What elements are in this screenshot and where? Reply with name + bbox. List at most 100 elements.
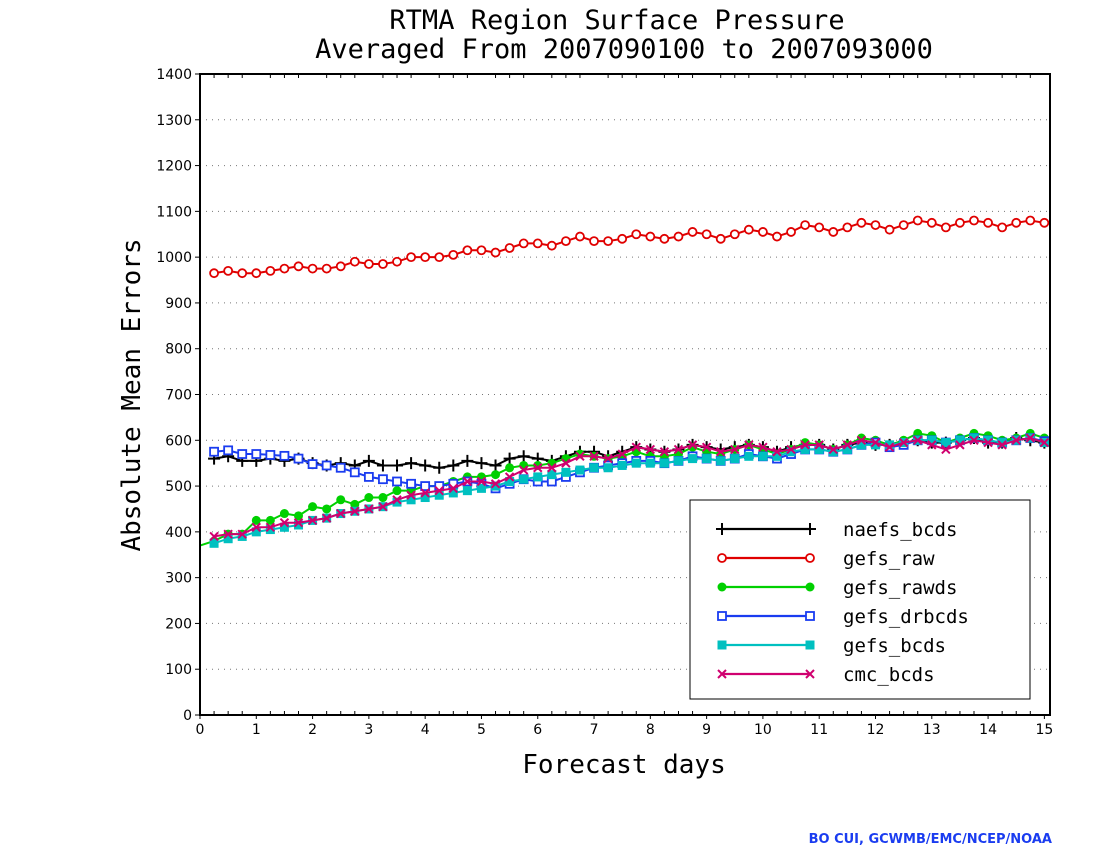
data-point-cmc_bcds <box>561 458 571 468</box>
data-point-cmc_bcds <box>673 444 684 455</box>
data-point-naefs_bcds <box>362 454 375 467</box>
data-point-gefs_raw <box>997 222 1008 233</box>
data-point-gefs_raw <box>884 224 895 235</box>
data-point-gefs_drbcds <box>406 478 416 489</box>
x-tick-label: 8 <box>646 722 655 738</box>
data-point-gefs_raw <box>631 229 642 240</box>
x-tick-label: 0 <box>196 722 205 738</box>
x-tick-label: 12 <box>867 722 885 738</box>
data-point-naefs_bcds <box>447 459 460 472</box>
legend-label: gefs_drbcds <box>843 606 969 628</box>
data-point-gefs_raw <box>490 247 501 258</box>
data-point-gefs_bcds <box>589 463 599 473</box>
data-point-gefs_bcds <box>279 522 289 532</box>
data-point-gefs_bcds <box>688 454 698 464</box>
data-point-gefs_raw <box>1025 215 1036 226</box>
data-point-naefs_bcds <box>461 454 474 467</box>
data-point-gefs_drbcds <box>420 481 431 491</box>
data-point-gefs_raw <box>378 259 388 269</box>
y-tick-label: 400 <box>165 525 192 541</box>
data-point-gefs_raw <box>392 256 402 267</box>
data-point-gefs_raw <box>758 227 768 237</box>
data-point-cmc_bcds <box>434 485 444 496</box>
data-point-cmc_bcds <box>617 449 627 459</box>
data-point-gefs_bcds <box>659 458 669 468</box>
data-point-cmc_bcds <box>941 444 951 455</box>
data-point-cmc_bcds <box>800 440 810 450</box>
data-point-gefs_drbcds <box>392 476 402 487</box>
data-point-gefs_bcds <box>856 440 866 450</box>
data-point-cmc_bcds <box>631 442 641 452</box>
data-point-gefs_raw <box>434 252 445 263</box>
data-point-gefs_drbcds <box>363 472 374 482</box>
data-point-cmc_bcds <box>448 483 459 494</box>
data-point-gefs_bcds <box>842 444 852 454</box>
data-point-cmc_bcds <box>209 531 219 542</box>
data-point-gefs_raw <box>729 229 740 240</box>
series-gefs_raw <box>209 215 1050 279</box>
data-point-gefs_bcds <box>702 454 712 464</box>
data-point-cmc_bcds <box>814 440 824 450</box>
data-point-gefs_raw <box>955 217 965 228</box>
data-point-cmc_bcds <box>336 508 346 519</box>
data-point-gefs_bcds <box>969 433 979 443</box>
data-point-gefs_bcds <box>491 481 501 491</box>
data-point-gefs_bcds <box>800 444 810 454</box>
x-tick-label: 15 <box>1035 722 1053 738</box>
data-point-gefs_raw <box>617 233 628 244</box>
x-tick-label: 9 <box>702 722 711 738</box>
data-point-gefs_bcds <box>927 435 937 445</box>
data-point-gefs_drbcds <box>279 450 290 461</box>
data-point-naefs_bcds <box>475 457 488 470</box>
data-point-gefs_bcds <box>434 490 444 500</box>
data-point-gefs_rawds <box>265 515 275 525</box>
data-point-gefs_raw <box>814 222 825 233</box>
data-point-gefs_raw <box>420 252 431 263</box>
data-point-cmc_bcds <box>730 444 740 455</box>
data-point-gefs_raw <box>1011 217 1022 228</box>
data-point-cmc_bcds <box>321 513 332 523</box>
data-point-cmc_bcds <box>997 440 1007 450</box>
data-point-cmc_bcds <box>237 529 247 539</box>
data-point-cmc_bcds <box>223 529 233 539</box>
data-point-gefs_raw <box>1039 217 1050 228</box>
data-point-gefs_rawds <box>251 515 261 525</box>
data-point-gefs_bcds <box>420 493 430 503</box>
legend-item-gefs_bcds: gefs_bcds <box>717 635 946 657</box>
data-point-gefs_raw <box>743 224 754 235</box>
data-point-gefs_raw <box>560 236 571 247</box>
data-point-gefs_bcds <box>519 474 529 484</box>
x-tick-label: 5 <box>477 722 486 738</box>
data-point-cmc_bcds <box>913 435 923 445</box>
legend-item-gefs_drbcds: gefs_drbcds <box>717 606 969 628</box>
data-point-cmc_bcds <box>969 435 979 445</box>
data-point-gefs_raw <box>603 236 614 247</box>
data-point-cmc_bcds <box>659 447 670 457</box>
data-point-gefs_bcds <box>223 534 233 544</box>
data-point-gefs_drbcds <box>378 474 388 485</box>
legend-swatch-marker <box>805 640 815 650</box>
data-point-cmc_bcds <box>983 437 993 448</box>
data-point-cmc_bcds <box>504 472 515 482</box>
y-tick-label: 900 <box>165 296 192 312</box>
data-point-cmc_bcds <box>547 463 557 473</box>
data-point-cmc_bcds <box>265 522 276 532</box>
data-point-gefs_raw <box>856 217 867 228</box>
data-point-gefs_rawds <box>392 486 402 496</box>
data-point-gefs_bcds <box>885 440 895 450</box>
data-point-gefs_bcds <box>575 465 585 475</box>
data-point-gefs_bcds <box>392 497 402 507</box>
legend-item-naefs_bcds: naefs_bcds <box>716 519 957 541</box>
plot-frame <box>199 73 1051 716</box>
data-point-cmc_bcds <box>364 504 374 514</box>
x-tick-label: 13 <box>923 722 941 738</box>
data-point-cmc_bcds <box>687 440 698 450</box>
y-tick-label: 100 <box>165 662 192 678</box>
data-point-gefs_drbcds <box>223 445 234 456</box>
legend-swatch-marker <box>805 669 815 679</box>
data-point-gefs_bcds <box>828 447 838 457</box>
data-point-gefs_raw <box>940 222 951 233</box>
series-cmc_bcds <box>209 433 1050 542</box>
data-point-gefs_rawds <box>336 495 346 505</box>
data-point-cmc_bcds <box>786 444 796 455</box>
